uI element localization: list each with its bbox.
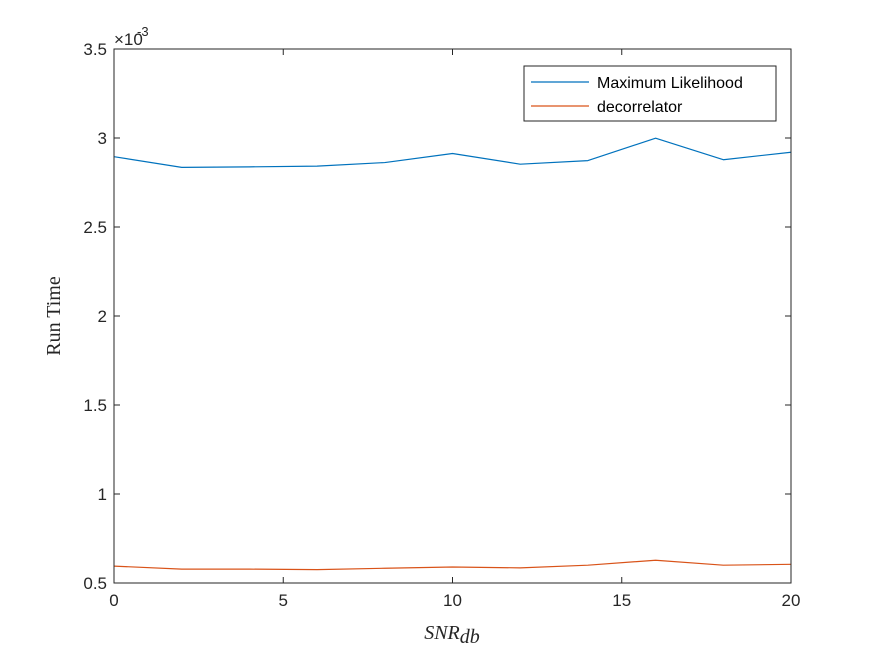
y-tick-label: 2.5: [83, 218, 107, 237]
y-tick-label: 1.5: [83, 396, 107, 415]
plot-area: [114, 49, 791, 583]
data-point-decorrelator: [655, 560, 656, 561]
data-point-decorrelator: [452, 566, 453, 567]
data-point-maximum-likelihood: [655, 138, 656, 139]
data-point-maximum-likelihood: [317, 166, 318, 167]
data-point-decorrelator: [587, 565, 588, 566]
y-axis-label: Run Time: [43, 276, 65, 356]
series-line-decorrelator: [113, 559, 792, 571]
series-line-maximum-likelihood: [113, 137, 792, 168]
legend: Maximum Likelihood decorrelator: [523, 65, 777, 122]
data-point-maximum-likelihood: [249, 166, 250, 167]
x-tick-label: 5: [279, 591, 288, 610]
x-tick-label: 20: [782, 591, 801, 610]
data-point-maximum-likelihood: [452, 153, 453, 154]
x-tick-label: 0: [109, 591, 118, 610]
data-point-decorrelator: [384, 568, 385, 569]
x-tick-label: 10: [443, 591, 462, 610]
y-tick-label: 2: [98, 307, 107, 326]
y-scale-exponent: -3: [137, 24, 149, 39]
data-point-decorrelator: [249, 569, 250, 570]
x-axis-label: SNRdb: [424, 622, 480, 648]
x-axis-label-subscript: db: [460, 626, 480, 648]
y-scale-base: ×10: [114, 30, 143, 49]
axes-box: [113, 48, 792, 584]
legend-box: [523, 65, 777, 122]
data-point-maximum-likelihood: [384, 162, 385, 163]
data-point-decorrelator: [181, 569, 182, 570]
series-layer: [113, 137, 792, 571]
x-tick-label: 15: [612, 591, 631, 610]
data-point-decorrelator: [520, 567, 521, 568]
y-tick-label: 1: [98, 485, 107, 504]
data-point-maximum-likelihood: [723, 159, 724, 160]
data-point-decorrelator: [723, 565, 724, 566]
y-tick-label: 3: [98, 129, 107, 148]
data-point-maximum-likelihood: [181, 167, 182, 168]
ticks-layer: 0 5 10 15 20 0.5 1 1.5 2 2.5 3 3.5: [83, 40, 800, 610]
x-axis-label-main: SNR: [424, 622, 460, 644]
y-tick-label: 0.5: [83, 574, 107, 593]
legend-label-decorrelator: decorrelator: [597, 99, 683, 116]
legend-label-maximum-likelihood: Maximum Likelihood: [597, 75, 743, 92]
data-point-decorrelator: [317, 569, 318, 570]
y-scale-factor: ×10 -3: [114, 24, 149, 49]
data-point-maximum-likelihood: [520, 164, 521, 165]
y-tick-label: 3.5: [83, 40, 107, 59]
data-point-maximum-likelihood: [587, 160, 588, 161]
